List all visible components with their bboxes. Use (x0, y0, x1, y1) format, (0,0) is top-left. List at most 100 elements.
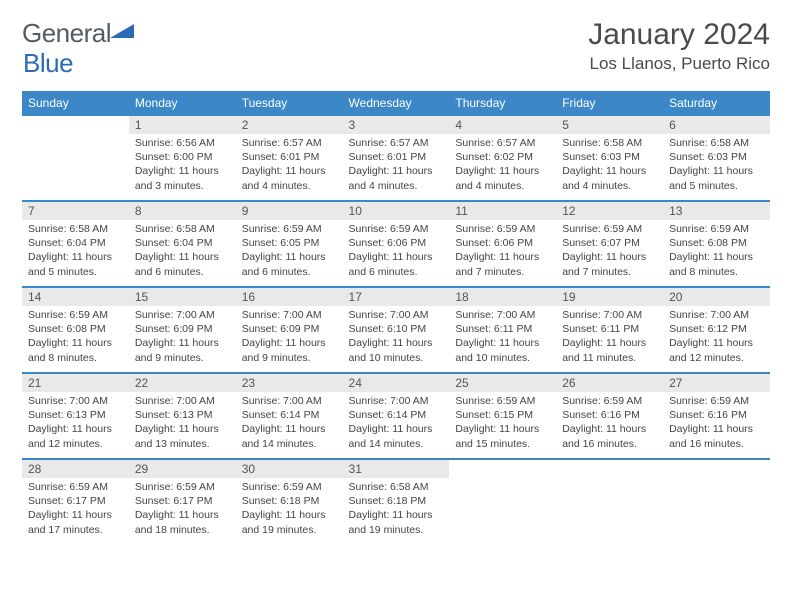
calendar-cell: 18Sunrise: 7:00 AMSunset: 6:11 PMDayligh… (449, 287, 556, 373)
calendar-cell: 17Sunrise: 7:00 AMSunset: 6:10 PMDayligh… (343, 287, 450, 373)
day-details: Sunrise: 6:58 AMSunset: 6:18 PMDaylight:… (343, 478, 450, 541)
day-details: Sunrise: 7:00 AMSunset: 6:13 PMDaylight:… (129, 392, 236, 455)
calendar-cell: 19Sunrise: 7:00 AMSunset: 6:11 PMDayligh… (556, 287, 663, 373)
calendar-cell: 1Sunrise: 6:56 AMSunset: 6:00 PMDaylight… (129, 115, 236, 201)
calendar-cell: 25Sunrise: 6:59 AMSunset: 6:15 PMDayligh… (449, 373, 556, 459)
calendar-cell: .. (556, 459, 663, 545)
day-number: 16 (236, 288, 343, 306)
day-number: 15 (129, 288, 236, 306)
calendar-cell: 11Sunrise: 6:59 AMSunset: 6:06 PMDayligh… (449, 201, 556, 287)
day-number: 14 (22, 288, 129, 306)
calendar-cell: 6Sunrise: 6:58 AMSunset: 6:03 PMDaylight… (663, 115, 770, 201)
day-details: Sunrise: 6:59 AMSunset: 6:05 PMDaylight:… (236, 220, 343, 283)
day-number: 29 (129, 460, 236, 478)
calendar-cell: 26Sunrise: 6:59 AMSunset: 6:16 PMDayligh… (556, 373, 663, 459)
day-number: 23 (236, 374, 343, 392)
calendar-cell: 10Sunrise: 6:59 AMSunset: 6:06 PMDayligh… (343, 201, 450, 287)
day-details: Sunrise: 6:58 AMSunset: 6:03 PMDaylight:… (663, 134, 770, 197)
weekday-header: Wednesday (343, 92, 450, 116)
calendar-row: 7Sunrise: 6:58 AMSunset: 6:04 PMDaylight… (22, 201, 770, 287)
day-details: Sunrise: 7:00 AMSunset: 6:14 PMDaylight:… (236, 392, 343, 455)
calendar-cell: 7Sunrise: 6:58 AMSunset: 6:04 PMDaylight… (22, 201, 129, 287)
day-number: 26 (556, 374, 663, 392)
day-number: 28 (22, 460, 129, 478)
weekday-header: Thursday (449, 92, 556, 116)
day-number: 25 (449, 374, 556, 392)
day-number: 27 (663, 374, 770, 392)
day-details: Sunrise: 6:57 AMSunset: 6:01 PMDaylight:… (343, 134, 450, 197)
day-details: Sunrise: 7:00 AMSunset: 6:09 PMDaylight:… (129, 306, 236, 369)
day-number: 1 (129, 116, 236, 134)
day-details: Sunrise: 6:57 AMSunset: 6:01 PMDaylight:… (236, 134, 343, 197)
calendar-cell: 3Sunrise: 6:57 AMSunset: 6:01 PMDaylight… (343, 115, 450, 201)
day-details: Sunrise: 6:58 AMSunset: 6:03 PMDaylight:… (556, 134, 663, 197)
title-block: January 2024 Los Llanos, Puerto Rico (588, 18, 770, 74)
calendar-cell: 22Sunrise: 7:00 AMSunset: 6:13 PMDayligh… (129, 373, 236, 459)
calendar-cell: 15Sunrise: 7:00 AMSunset: 6:09 PMDayligh… (129, 287, 236, 373)
day-number: 11 (449, 202, 556, 220)
calendar-cell: .. (22, 115, 129, 201)
day-details: Sunrise: 6:59 AMSunset: 6:06 PMDaylight:… (343, 220, 450, 283)
day-details: Sunrise: 6:59 AMSunset: 6:08 PMDaylight:… (22, 306, 129, 369)
day-number: 17 (343, 288, 450, 306)
calendar-cell: .. (449, 459, 556, 545)
day-details: Sunrise: 6:59 AMSunset: 6:17 PMDaylight:… (129, 478, 236, 541)
day-number: 24 (343, 374, 450, 392)
day-number: 5 (556, 116, 663, 134)
day-number: 19 (556, 288, 663, 306)
calendar-row: 21Sunrise: 7:00 AMSunset: 6:13 PMDayligh… (22, 373, 770, 459)
day-number: 4 (449, 116, 556, 134)
calendar-cell: 20Sunrise: 7:00 AMSunset: 6:12 PMDayligh… (663, 287, 770, 373)
logo-triangle-icon (110, 22, 134, 45)
day-number: 20 (663, 288, 770, 306)
day-details: Sunrise: 7:00 AMSunset: 6:10 PMDaylight:… (343, 306, 450, 369)
day-number: 31 (343, 460, 450, 478)
day-details: Sunrise: 6:56 AMSunset: 6:00 PMDaylight:… (129, 134, 236, 197)
day-details: Sunrise: 6:58 AMSunset: 6:04 PMDaylight:… (129, 220, 236, 283)
calendar-cell: 27Sunrise: 6:59 AMSunset: 6:16 PMDayligh… (663, 373, 770, 459)
calendar-row: 28Sunrise: 6:59 AMSunset: 6:17 PMDayligh… (22, 459, 770, 545)
calendar-cell: 23Sunrise: 7:00 AMSunset: 6:14 PMDayligh… (236, 373, 343, 459)
calendar-cell: 13Sunrise: 6:59 AMSunset: 6:08 PMDayligh… (663, 201, 770, 287)
day-number: 10 (343, 202, 450, 220)
weekday-header: Friday (556, 92, 663, 116)
calendar-row: ..1Sunrise: 6:56 AMSunset: 6:00 PMDaylig… (22, 115, 770, 201)
day-details: Sunrise: 6:59 AMSunset: 6:08 PMDaylight:… (663, 220, 770, 283)
day-details: Sunrise: 7:00 AMSunset: 6:11 PMDaylight:… (449, 306, 556, 369)
day-number: 12 (556, 202, 663, 220)
day-details: Sunrise: 6:59 AMSunset: 6:16 PMDaylight:… (663, 392, 770, 455)
day-number: 7 (22, 202, 129, 220)
calendar-row: 14Sunrise: 6:59 AMSunset: 6:08 PMDayligh… (22, 287, 770, 373)
weekday-header: Sunday (22, 92, 129, 116)
day-details: Sunrise: 6:59 AMSunset: 6:18 PMDaylight:… (236, 478, 343, 541)
month-title: January 2024 (588, 18, 770, 52)
day-number: 18 (449, 288, 556, 306)
day-number: 30 (236, 460, 343, 478)
day-number: 3 (343, 116, 450, 134)
calendar-cell: .. (663, 459, 770, 545)
calendar-cell: 24Sunrise: 7:00 AMSunset: 6:14 PMDayligh… (343, 373, 450, 459)
day-details: Sunrise: 7:00 AMSunset: 6:11 PMDaylight:… (556, 306, 663, 369)
calendar-cell: 31Sunrise: 6:58 AMSunset: 6:18 PMDayligh… (343, 459, 450, 545)
location: Los Llanos, Puerto Rico (588, 54, 770, 74)
day-details: Sunrise: 6:57 AMSunset: 6:02 PMDaylight:… (449, 134, 556, 197)
day-number: 2 (236, 116, 343, 134)
calendar-cell: 28Sunrise: 6:59 AMSunset: 6:17 PMDayligh… (22, 459, 129, 545)
calendar-cell: 8Sunrise: 6:58 AMSunset: 6:04 PMDaylight… (129, 201, 236, 287)
day-number: 22 (129, 374, 236, 392)
calendar-cell: 2Sunrise: 6:57 AMSunset: 6:01 PMDaylight… (236, 115, 343, 201)
day-details: Sunrise: 7:00 AMSunset: 6:14 PMDaylight:… (343, 392, 450, 455)
logo-blue: Blue (23, 48, 73, 78)
day-details: Sunrise: 6:58 AMSunset: 6:04 PMDaylight:… (22, 220, 129, 283)
calendar-cell: 30Sunrise: 6:59 AMSunset: 6:18 PMDayligh… (236, 459, 343, 545)
day-number: 13 (663, 202, 770, 220)
calendar-cell: 16Sunrise: 7:00 AMSunset: 6:09 PMDayligh… (236, 287, 343, 373)
day-number: 9 (236, 202, 343, 220)
logo-general: General (22, 18, 111, 49)
calendar-cell: 12Sunrise: 6:59 AMSunset: 6:07 PMDayligh… (556, 201, 663, 287)
day-details: Sunrise: 7:00 AMSunset: 6:12 PMDaylight:… (663, 306, 770, 369)
day-details: Sunrise: 6:59 AMSunset: 6:15 PMDaylight:… (449, 392, 556, 455)
calendar-cell: 4Sunrise: 6:57 AMSunset: 6:02 PMDaylight… (449, 115, 556, 201)
day-details: Sunrise: 7:00 AMSunset: 6:13 PMDaylight:… (22, 392, 129, 455)
day-details: Sunrise: 6:59 AMSunset: 6:17 PMDaylight:… (22, 478, 129, 541)
